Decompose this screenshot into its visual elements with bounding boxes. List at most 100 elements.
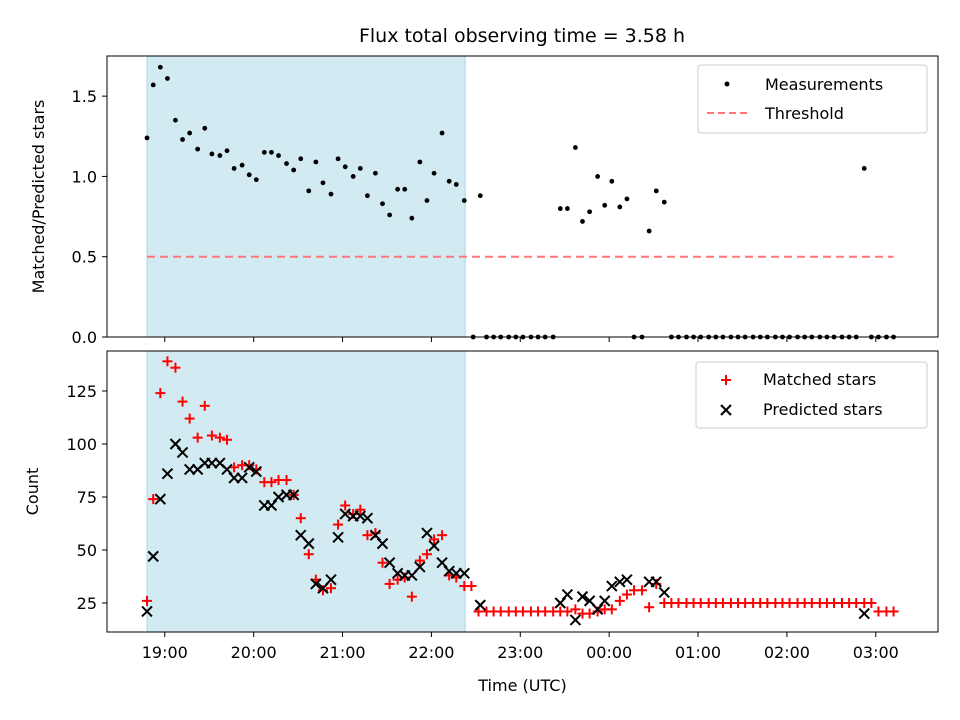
y-axis-label-count: Count [23, 468, 42, 516]
matched-star-point [184, 413, 195, 424]
matched-star-point [162, 356, 173, 367]
matched-star-point [333, 519, 344, 530]
predicted-star-point [443, 565, 455, 577]
matched-star-point [303, 549, 314, 560]
matched-legend-marker [721, 375, 731, 385]
predicted-star-point [303, 537, 315, 550]
x-tick-label: 01:00 [675, 643, 721, 662]
matched-star-point [406, 591, 417, 602]
x-tick-label: 00:00 [586, 643, 632, 662]
bottom-y-tick-label: 25 [77, 594, 97, 613]
count-panel: 25 50 75 100 125 19:00 20:00 21:00 22:00 23:00 00… [23, 350, 939, 695]
measurement-point [350, 174, 356, 179]
measurement-point [602, 202, 608, 208]
measurement-point [646, 228, 652, 234]
matched-star-point [170, 362, 181, 373]
top-y-tick-label: 1.0 [72, 167, 97, 186]
predicted-star-point [458, 567, 470, 580]
predicted-star-point [383, 557, 396, 569]
predicted-star-point [310, 578, 322, 590]
measurement-point [861, 166, 867, 171]
predicted-star-point [243, 461, 255, 474]
measurement-point [661, 199, 667, 205]
matched-star-point [377, 557, 388, 568]
predicted-star-point [621, 573, 633, 586]
predicted-star-point [428, 540, 440, 552]
top-y-tick-label: 0.0 [72, 328, 97, 347]
matched-legend-label: Matched stars [763, 370, 876, 389]
x-tick-label: 23:00 [497, 643, 543, 662]
measurement-point [357, 166, 363, 171]
measurement-point [173, 117, 178, 123]
top-y-tick-label: 0.5 [72, 248, 97, 267]
matched-legend-marker-shape [721, 375, 731, 385]
measurement-point [431, 170, 437, 176]
matched-star-point [177, 396, 188, 407]
matched-star-point [229, 462, 240, 473]
measurement-point [446, 178, 452, 184]
measurement-point [209, 151, 215, 157]
matched-star-point [355, 504, 366, 515]
measurement-point [276, 153, 281, 158]
measurement-point [587, 209, 593, 215]
matched-star-point [325, 583, 336, 594]
top-y-ticks: 0.0 0.5 1.0 1.5 [72, 87, 107, 347]
measurement-point [187, 130, 193, 136]
measurement-point [335, 156, 341, 162]
measurement-point [409, 215, 415, 221]
measurement-point [313, 159, 319, 165]
predicted-star-point [606, 580, 618, 592]
chart-title: Flux total observing time = 3.58 h [359, 25, 685, 47]
predicted-star-point [236, 472, 248, 484]
predicted-star-point [614, 576, 626, 588]
predicted-star-point [250, 465, 263, 478]
measurement-point [291, 167, 297, 173]
bottom-y-ticks: 25 50 75 100 125 [66, 382, 107, 613]
measurement-point [395, 186, 401, 192]
predicted-star-point [576, 590, 589, 603]
matched-star-point [466, 581, 477, 592]
y-axis-label-ratio: Matched/Predicted stars [29, 100, 48, 294]
matched-star-point [621, 589, 632, 600]
measurement-point [202, 125, 208, 131]
measurement-point [417, 159, 423, 165]
measurement-point [284, 161, 289, 166]
top-y-tick-label: 1.5 [72, 87, 97, 106]
measurement-point [477, 193, 483, 199]
predicted-star-point [376, 537, 389, 550]
matched-star-point [281, 475, 292, 486]
predicted-star-point [272, 491, 285, 503]
observing-interval-shade [146, 55, 466, 338]
measurement-point [261, 149, 267, 155]
threshold-legend-label: Threshold [764, 104, 844, 123]
top-x-ticks [164, 337, 877, 342]
predicted-star-point [154, 493, 167, 505]
measurement-point [373, 170, 378, 176]
measurement-point [653, 188, 659, 194]
matched-star-point [206, 430, 217, 441]
matched-star-point [155, 388, 166, 399]
measurements-legend-label: Measurements [765, 75, 883, 94]
matched-star-point [214, 432, 225, 443]
measurement-point [453, 182, 459, 187]
matched-star-point [562, 606, 573, 617]
measurement-point [342, 164, 348, 170]
matched-star-point [362, 530, 373, 541]
measurement-point [624, 196, 630, 202]
matched-star-point [384, 578, 395, 589]
x-tick-label: 02:00 [764, 643, 810, 662]
matched-star-point [141, 595, 152, 606]
matched-star-point [888, 606, 899, 617]
matched-star-point [421, 549, 432, 560]
matched-star-point [221, 434, 232, 445]
measurement-point [165, 76, 170, 81]
predicted-stars-points [141, 438, 870, 626]
measurement-point [157, 64, 163, 70]
matched-star-point [340, 500, 351, 511]
measurement-point [617, 204, 623, 210]
matched-star-point [192, 432, 203, 443]
bottom-x-ticks: 19:00 20:00 21:00 22:00 23:00 00:00 01:00 02:00… [142, 632, 899, 662]
observing-interval-shade [146, 350, 466, 633]
matched-star-point [644, 602, 655, 613]
